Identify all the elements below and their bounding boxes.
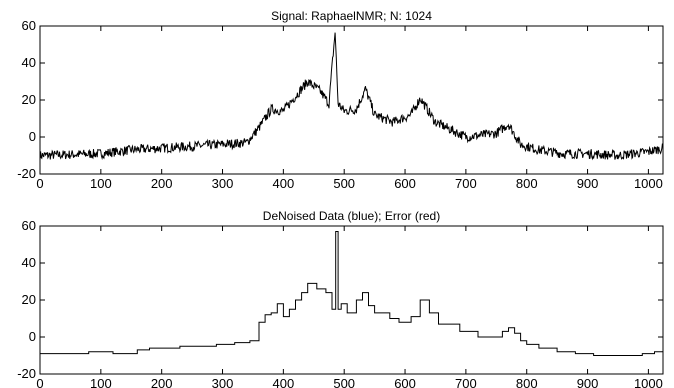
x-tick-label: 1000 xyxy=(634,176,663,191)
x-tick-label: 500 xyxy=(333,376,355,388)
x-tick-label: 600 xyxy=(394,376,416,388)
x-tick-label: 700 xyxy=(455,376,477,388)
x-tick-label: 900 xyxy=(577,376,599,388)
x-tick-label: 500 xyxy=(333,176,355,191)
x-tick-label: 800 xyxy=(516,176,538,191)
x-tick-label: 700 xyxy=(455,176,477,191)
y-tick-label: 60 xyxy=(22,218,36,233)
x-tick-label: 0 xyxy=(36,176,43,191)
x-tick-label: 300 xyxy=(212,376,234,388)
x-tick-label: 900 xyxy=(577,176,599,191)
series-line xyxy=(40,231,664,356)
x-tick-label: 100 xyxy=(90,176,112,191)
x-tick-label: 400 xyxy=(273,176,295,191)
x-tick-label: 600 xyxy=(394,176,416,191)
denoised-panel: DeNoised Data (blue); Error (red)0 100 200… xyxy=(17,209,664,388)
x-tick-label: 200 xyxy=(151,376,173,388)
x-tick-label: 1000 xyxy=(634,376,663,388)
y-tick-label: -20 xyxy=(17,366,36,381)
y-tick-label: 40 xyxy=(22,55,36,70)
y-tick-label: 0 xyxy=(29,129,36,144)
chart-title: DeNoised Data (blue); Error (red) xyxy=(263,209,440,223)
x-tick-label: 300 xyxy=(212,176,234,191)
series-line xyxy=(39,32,664,161)
x-tick-label: 200 xyxy=(151,176,173,191)
x-tick-label: 100 xyxy=(90,376,112,388)
x-tick-label: 400 xyxy=(273,376,295,388)
y-tick-label: 20 xyxy=(22,292,36,307)
chart-title: Signal: RaphaelNMR; N: 1024 xyxy=(271,9,432,23)
y-tick-label: -20 xyxy=(17,166,36,181)
y-tick-label: 60 xyxy=(22,18,36,33)
y-tick-label: 40 xyxy=(22,255,36,270)
y-tick-label: 20 xyxy=(22,92,36,107)
x-tick-label: 0 xyxy=(36,376,43,388)
x-tick-label: 800 xyxy=(516,376,538,388)
y-tick-label: 0 xyxy=(29,329,36,344)
